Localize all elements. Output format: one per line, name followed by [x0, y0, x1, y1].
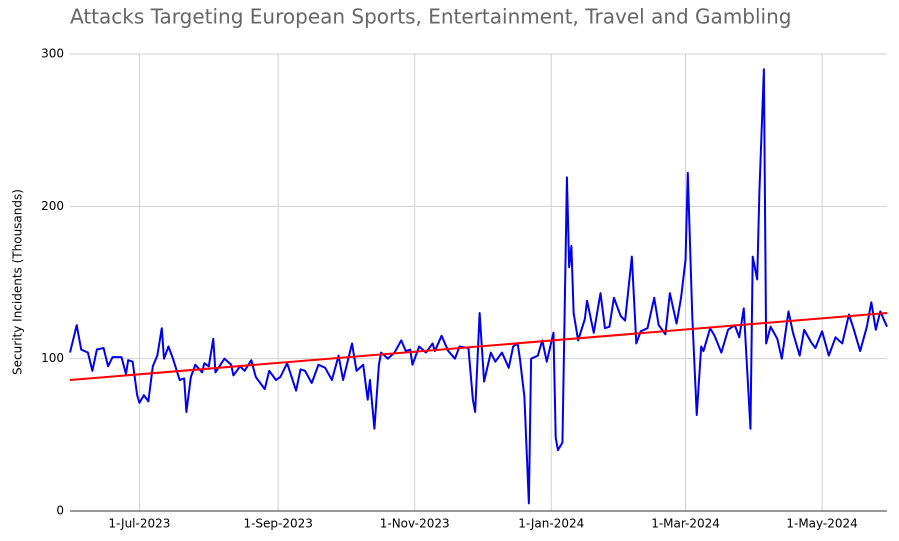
x-tick-label: 1-Jan-2024: [518, 517, 584, 531]
data-line: [69, 68, 888, 505]
y-tick-label: 0: [56, 504, 64, 518]
x-tick-label: 1-Nov-2023: [380, 517, 450, 531]
x-tick-label: 1-Mar-2024: [651, 517, 720, 531]
x-tick-label: 1-May-2024: [786, 517, 857, 531]
trend-line: [69, 311, 888, 381]
y-axis-label: Security Incidents (Thousands): [11, 189, 25, 375]
x-tick-label: 1-Sep-2023: [243, 517, 312, 531]
chart-title: Attacks Targeting European Sports, Enter…: [70, 5, 791, 29]
y-tick-label: 200: [41, 199, 64, 213]
y-tick-label: 100: [41, 351, 64, 365]
x-tick-label: 1-Jul-2023: [108, 517, 170, 531]
y-tick-label: 300: [41, 47, 64, 61]
